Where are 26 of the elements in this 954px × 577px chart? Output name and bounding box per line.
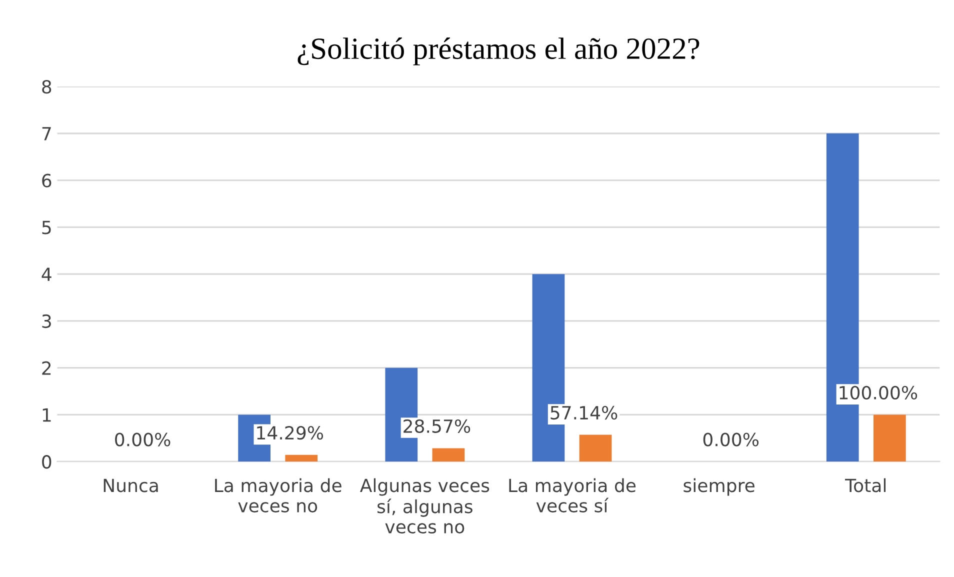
- x-tick-label: Nunca: [104, 478, 158, 492]
- x-tick-label: La mayoria de veces sí: [509, 478, 636, 512]
- x-tick-label: Total: [845, 478, 886, 492]
- y-tick-label: 7: [42, 127, 51, 140]
- data-label: 28.57%: [404, 419, 470, 433]
- y-tick-label: 2: [42, 361, 51, 375]
- y-tick-label: 0: [42, 455, 52, 469]
- y-tick-label: 8: [42, 80, 52, 94]
- chart-title: ¿Solicitó préstamos el año 2022?: [298, 38, 700, 66]
- x-tick-label: siempre: [684, 478, 754, 496]
- y-tick-label: 3: [42, 314, 51, 328]
- data-label: 14.29%: [257, 426, 324, 440]
- data-label: 0.00%: [115, 432, 170, 446]
- x-tick-label: La mayoria de veces no: [215, 478, 342, 512]
- data-label: 100.00%: [840, 386, 918, 400]
- y-tick-label: 4: [42, 268, 52, 281]
- x-tick-label: Algunas veces sí, algunas veces no: [360, 478, 490, 534]
- data-label: 57.14%: [550, 406, 618, 420]
- bar: [285, 454, 318, 462]
- bar: [432, 448, 465, 462]
- y-tick-label: 1: [42, 408, 51, 422]
- y-tick-label: 5: [42, 220, 51, 234]
- y-tick-label: 6: [42, 174, 52, 188]
- bar: [579, 434, 612, 462]
- data-label: 0.00%: [703, 432, 759, 446]
- bar: [874, 414, 906, 462]
